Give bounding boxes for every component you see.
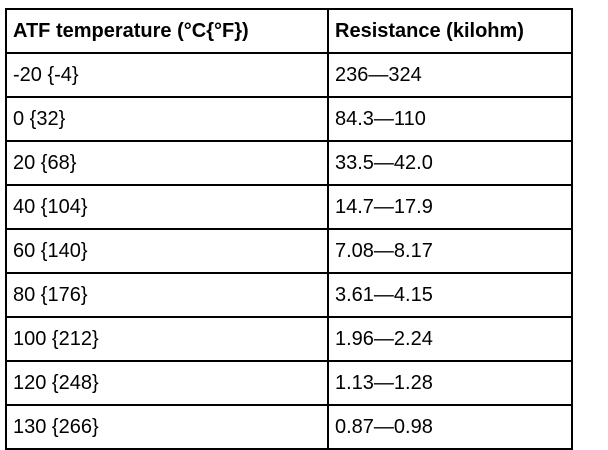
table-row: 20 {68} 33.5—42.0 xyxy=(5,140,573,186)
table-cell: 3.61—4.15 xyxy=(327,272,573,318)
table-cell: 40 {104} xyxy=(5,184,329,230)
resistance-table: ATF temperature (°C{°F}) Resistance (kil… xyxy=(5,8,573,450)
header-cell: ATF temperature (°C{°F}) xyxy=(5,8,329,54)
table-cell: 1.13—1.28 xyxy=(327,360,573,406)
table-row: 60 {140} 7.08—8.17 xyxy=(5,228,573,274)
table-row: 130 {266} 0.87—0.98 xyxy=(5,404,573,450)
table-cell: 236—324 xyxy=(327,52,573,98)
table-cell: 80 {176} xyxy=(5,272,329,318)
table-row: 0 {32} 84.3—110 xyxy=(5,96,573,142)
table-cell: 33.5—42.0 xyxy=(327,140,573,186)
table-cell: 100 {212} xyxy=(5,316,329,362)
table-cell: 14.7—17.9 xyxy=(327,184,573,230)
header-row: ATF temperature (°C{°F}) Resistance (kil… xyxy=(5,8,573,54)
table-cell: -20 {-4} xyxy=(5,52,329,98)
table-row: 40 {104} 14.7—17.9 xyxy=(5,184,573,230)
table-cell: 1.96—2.24 xyxy=(327,316,573,362)
table-cell: 20 {68} xyxy=(5,140,329,186)
table-header: ATF temperature (°C{°F}) Resistance (kil… xyxy=(5,8,573,54)
table-row: 120 {248} 1.13—1.28 xyxy=(5,360,573,406)
header-cell: Resistance (kilohm) xyxy=(327,8,573,54)
table-cell: 60 {140} xyxy=(5,228,329,274)
table-cell: 130 {266} xyxy=(5,404,329,450)
table-row: -20 {-4} 236—324 xyxy=(5,52,573,98)
table-cell: 0.87—0.98 xyxy=(327,404,573,450)
table-body: -20 {-4} 236—324 0 {32} 84.3—110 20 {68} 33.5… xyxy=(5,52,573,450)
table-row: 80 {176} 3.61—4.15 xyxy=(5,272,573,318)
table-row: 100 {212} 1.96—2.24 xyxy=(5,316,573,362)
table-cell: 0 {32} xyxy=(5,96,329,142)
table-cell: 7.08—8.17 xyxy=(327,228,573,274)
table-cell: 120 {248} xyxy=(5,360,329,406)
table-cell: 84.3—110 xyxy=(327,96,573,142)
page: ATF temperature (°C{°F}) Resistance (kil… xyxy=(5,8,573,450)
